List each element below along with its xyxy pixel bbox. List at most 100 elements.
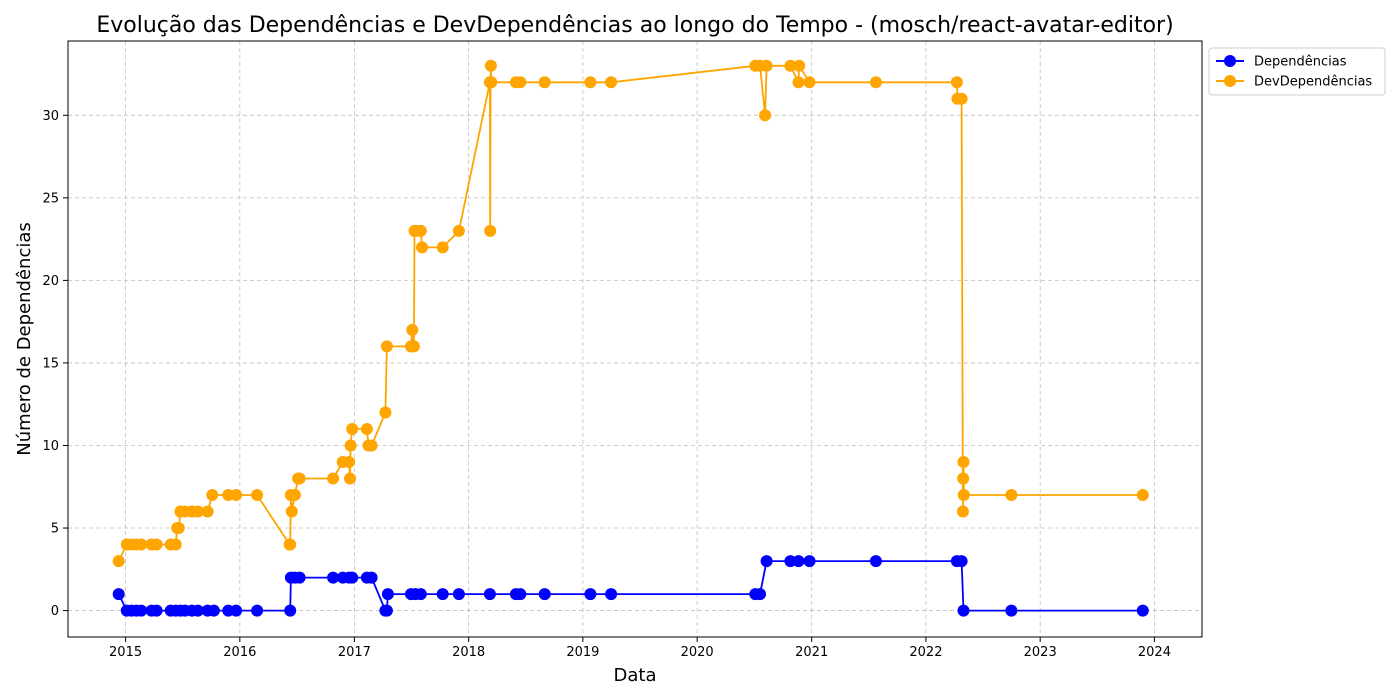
data-point [135, 538, 148, 551]
legend-marker-devdependencias [1224, 75, 1236, 87]
data-point [1136, 489, 1149, 501]
x-tick-label: 2024 [1138, 645, 1171, 660]
data-point [1005, 604, 1018, 617]
legend-marker-dependencias [1224, 55, 1236, 67]
data-point [112, 555, 125, 568]
data-point [406, 323, 419, 336]
legend-label-dependencias: Dependências [1254, 55, 1347, 70]
y-tick-label: 20 [42, 274, 59, 289]
series-line [117, 64, 1143, 562]
data-point [135, 604, 148, 617]
data-point [584, 588, 597, 601]
x-tick-label: 2020 [681, 645, 714, 660]
data-point [327, 472, 340, 485]
data-point [605, 588, 618, 601]
data-point [957, 489, 970, 501]
data-point [365, 439, 378, 452]
data-point [327, 571, 340, 584]
data-point [343, 456, 356, 468]
data-point [484, 224, 497, 237]
data-point [955, 92, 968, 105]
data-point [112, 588, 125, 601]
data-point [407, 340, 420, 353]
y-tick-label: 0 [51, 604, 59, 619]
data-point [605, 76, 618, 89]
data-point [452, 588, 465, 601]
data-point [380, 340, 393, 353]
data-point [346, 571, 359, 584]
data-point [201, 505, 214, 518]
data-point [957, 472, 970, 485]
data-point [207, 604, 220, 617]
data-point [251, 604, 264, 617]
data-point [436, 241, 449, 254]
y-tick-label: 25 [42, 191, 59, 206]
y-tick-label: 10 [42, 439, 59, 454]
data-point [150, 538, 163, 551]
data-point [150, 604, 163, 617]
data-point [950, 76, 963, 89]
data-point [957, 604, 970, 617]
data-point [760, 555, 773, 568]
data-point [344, 439, 357, 452]
x-tick-label: 2017 [338, 645, 371, 660]
data-point [360, 423, 373, 435]
x-tick-label: 2015 [109, 645, 142, 660]
data-point [380, 604, 393, 617]
x-tick-label: 2021 [795, 645, 828, 660]
y-tick-label: 15 [42, 356, 59, 371]
data-point [172, 522, 185, 534]
series-line [117, 560, 1143, 612]
data-point [293, 571, 306, 584]
data-point [452, 224, 465, 237]
data-point [251, 489, 264, 501]
data-point [760, 59, 773, 72]
series-0 [112, 555, 1149, 617]
data-point [484, 59, 497, 72]
data-point [230, 489, 243, 501]
legend: Dependências DevDependências [1208, 47, 1386, 96]
data-point [538, 588, 551, 601]
y-axis: 0 5 10 15 20 25 30 [42, 109, 68, 619]
data-point [346, 423, 359, 435]
data-point [1005, 489, 1018, 501]
data-point [379, 406, 392, 419]
data-point [955, 555, 968, 568]
data-point [956, 505, 969, 518]
data-point [191, 505, 204, 518]
data-point [869, 76, 882, 89]
data-point [538, 76, 551, 89]
data-point [869, 555, 882, 568]
data-point [584, 76, 597, 89]
data-point [416, 241, 428, 254]
y-axis-title: Número de Dependências [14, 222, 35, 456]
data-point [957, 456, 970, 468]
data-point [1136, 604, 1149, 617]
data-point [206, 489, 219, 501]
data-point [803, 76, 816, 89]
data-point [784, 59, 797, 72]
data-point [792, 76, 805, 89]
x-tick-label: 2022 [909, 645, 942, 660]
data-point [365, 571, 378, 584]
data-point [754, 588, 766, 601]
data-point [436, 588, 449, 601]
plot-frame [67, 40, 1203, 638]
legend-label-devdependencias: DevDependências [1254, 75, 1372, 90]
x-tick-label: 2016 [223, 645, 256, 660]
y-tick-label: 30 [42, 109, 59, 124]
data-point [285, 505, 298, 518]
data-point [793, 59, 806, 72]
data-point [191, 604, 204, 617]
data-point [288, 489, 301, 501]
y-tick-label: 5 [51, 522, 59, 537]
data-point [514, 76, 527, 89]
data-point [230, 604, 243, 617]
data-point [759, 109, 772, 122]
x-axis-title: Data [614, 665, 657, 686]
data-point [284, 604, 297, 617]
data-point [344, 472, 356, 485]
data-point [414, 588, 427, 601]
legend-box [1208, 47, 1386, 96]
